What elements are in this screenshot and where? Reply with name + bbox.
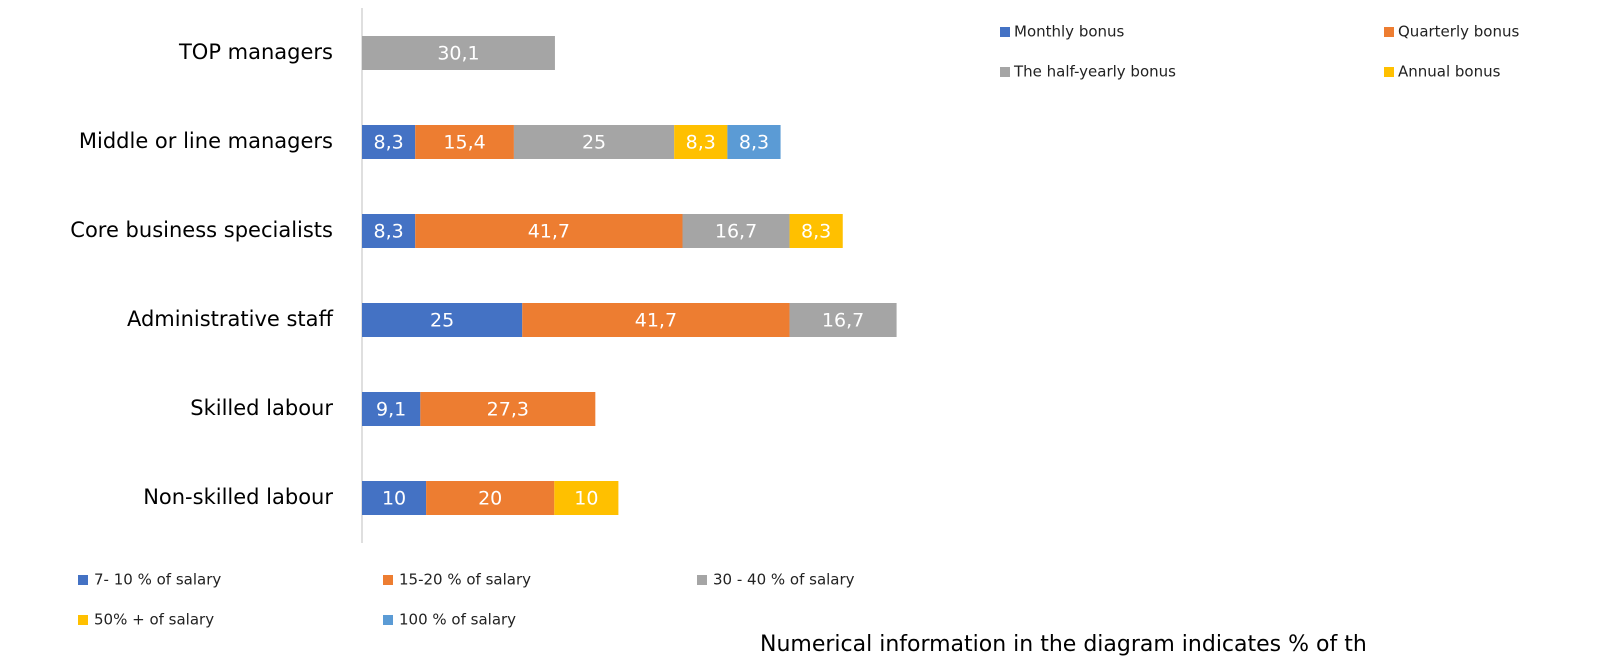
bar-segment: [426, 481, 555, 515]
bar-segment: [362, 214, 416, 248]
legend-label: 50% + of salary: [94, 611, 214, 629]
data-label: 8,3: [739, 132, 769, 154]
legend-swatch: [78, 575, 88, 585]
bar-segment: [420, 392, 596, 426]
data-label: 8,3: [373, 132, 403, 154]
y-tick-label: Core business specialists: [70, 218, 333, 242]
legend-label: The half-yearly bonus: [1013, 63, 1176, 81]
legend-swatch: [383, 575, 393, 585]
bar-segment: [415, 125, 514, 159]
data-label: 20: [478, 488, 502, 510]
legend-label: 7- 10 % of salary: [94, 571, 221, 589]
legend-swatch: [697, 575, 707, 585]
data-label: 8,3: [686, 132, 716, 154]
data-label: 10: [382, 488, 406, 510]
legend-label: 100 % of salary: [399, 611, 516, 629]
y-tick-label: TOP managers: [178, 40, 333, 64]
legend-swatch: [78, 615, 88, 625]
data-label: 41,7: [635, 310, 677, 332]
bar-segment: [362, 36, 555, 70]
legend-label: 30 - 40 % of salary: [713, 571, 855, 589]
legend-label: Monthly bonus: [1014, 23, 1125, 41]
data-label: 25: [582, 132, 606, 154]
bar-segment: [554, 481, 619, 515]
data-label: 25: [430, 310, 454, 332]
note: Numerical information in the diagram ind…: [760, 632, 1367, 657]
legend-swatch: [1384, 27, 1394, 37]
legend-swatch: [1000, 67, 1010, 77]
data-label: 27,3: [487, 399, 529, 421]
bar-segment: [674, 125, 728, 159]
data-label: 8,3: [373, 221, 403, 243]
y-tick-label: Non-skilled labour: [143, 485, 333, 509]
bar-segment: [415, 214, 683, 248]
data-label: 8,3: [801, 221, 831, 243]
legend-swatch: [1384, 67, 1394, 77]
y-tick-label: Middle or line managers: [79, 129, 333, 153]
data-label: 9,1: [376, 399, 406, 421]
bar-segment: [362, 481, 427, 515]
bar-segment: [727, 125, 781, 159]
legend-swatch: [383, 615, 393, 625]
legend-label: Annual bonus: [1398, 63, 1501, 81]
bar-segment: [789, 214, 843, 248]
legend-swatch: [1000, 27, 1010, 37]
legend-label: Quarterly bonus: [1398, 23, 1519, 41]
legend-label: 15-20 % of salary: [399, 571, 531, 589]
y-tick-label: Administrative staff: [127, 307, 334, 331]
bar-segment: [522, 303, 790, 337]
bar-segment: [513, 125, 675, 159]
bar-segment: [362, 392, 421, 426]
bar-segment: [789, 303, 897, 337]
data-label: 16,7: [822, 310, 864, 332]
data-label: 15,4: [443, 132, 485, 154]
bar-segment: [682, 214, 790, 248]
bar-segment: [362, 303, 523, 337]
data-label: 30,1: [437, 43, 479, 65]
data-label: 16,7: [715, 221, 757, 243]
data-label: 10: [574, 488, 598, 510]
bar-segment: [362, 125, 416, 159]
y-tick-label: Skilled labour: [190, 396, 333, 420]
data-label: 41,7: [528, 221, 570, 243]
